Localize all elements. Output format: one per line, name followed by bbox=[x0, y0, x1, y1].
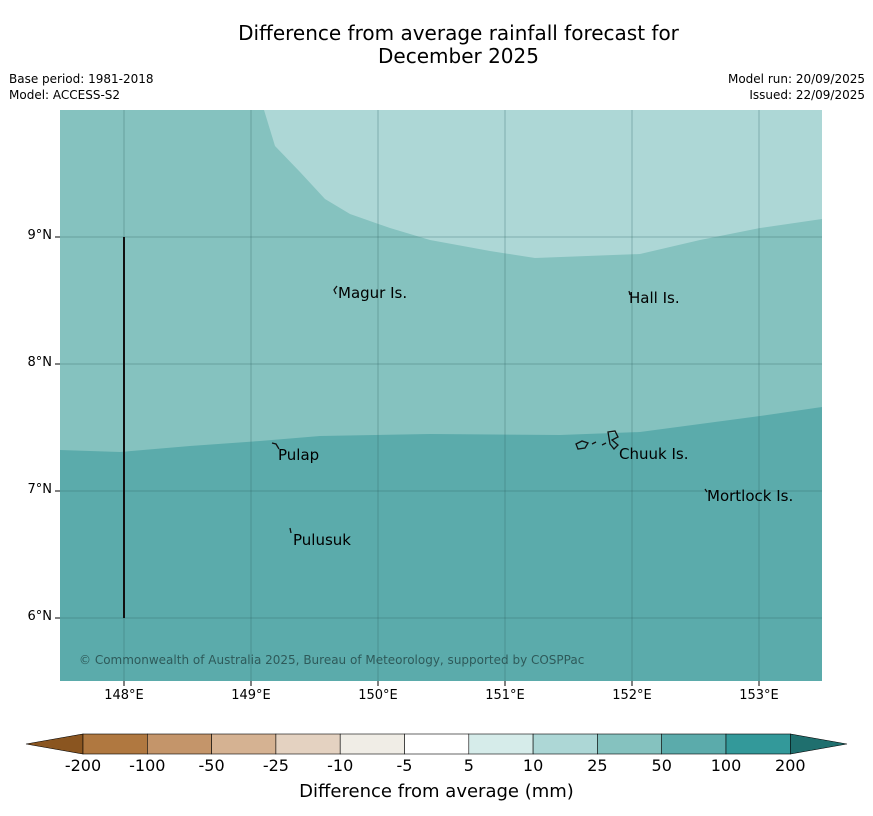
lat-label-9n: 9°N bbox=[27, 228, 53, 243]
colorbar bbox=[25, 733, 848, 755]
colorbar-tick-label: -25 bbox=[262, 756, 289, 775]
place-magur-is: Magur Is. bbox=[338, 284, 408, 302]
place-pulap: Pulap bbox=[278, 446, 320, 464]
lon-label-150: 150°E bbox=[358, 688, 398, 703]
island-outlines bbox=[271, 285, 708, 534]
lat-label-8n: 8°N bbox=[27, 355, 53, 370]
place-pulusuk: Pulusuk bbox=[293, 531, 351, 549]
colorbar-bin-4 bbox=[275, 733, 341, 755]
colorbar-tick-label: -200 bbox=[64, 756, 102, 775]
lat-label-7n: 7°N bbox=[27, 482, 53, 497]
colorbar-extend-high bbox=[789, 733, 848, 755]
base-period: Base period: 1981-2018 bbox=[9, 72, 154, 86]
colorbar-tick-label: -10 bbox=[327, 756, 354, 775]
colorbar-bin-10 bbox=[661, 733, 727, 755]
lon-label-149: 149°E bbox=[231, 688, 271, 703]
colorbar-bin-5 bbox=[339, 733, 405, 755]
model-name: Model: ACCESS-S2 bbox=[9, 88, 121, 102]
lon-label-151: 151°E bbox=[485, 688, 525, 703]
region-10-25 bbox=[264, 110, 822, 258]
colorbar-extend-low bbox=[25, 733, 84, 755]
colorbar-bin-7 bbox=[468, 733, 534, 755]
colorbar-tick-label: 10 bbox=[522, 756, 544, 775]
place-chuuk-is: Chuuk Is. bbox=[619, 445, 689, 463]
lat-label-6n: 6°N bbox=[27, 609, 53, 624]
lon-label-152: 152°E bbox=[612, 688, 652, 703]
map-title: Difference from average rainfall forecas… bbox=[0, 22, 873, 68]
copyright-notice: © Commonwealth of Australia 2025, Bureau… bbox=[79, 653, 585, 667]
colorbar-bin-3 bbox=[211, 733, 277, 755]
colorbar-tick-label: -5 bbox=[396, 756, 413, 775]
colorbar-tick-label: 200 bbox=[775, 756, 806, 775]
place-mortlock-is: Mortlock Is. bbox=[707, 487, 794, 505]
colorbar-tick-label: 25 bbox=[587, 756, 608, 775]
colorbar-bin-11 bbox=[725, 733, 791, 755]
place-hall-is: Hall Is. bbox=[629, 289, 680, 307]
colorbar-bin-9 bbox=[597, 733, 663, 755]
colorbar-bin-6 bbox=[404, 733, 470, 755]
lat-ticks bbox=[55, 236, 60, 619]
colorbar-bin-1 bbox=[82, 733, 148, 755]
colorbar-label: Difference from average (mm) bbox=[299, 781, 574, 802]
colorbar-bin-8 bbox=[532, 733, 598, 755]
graticule bbox=[60, 110, 822, 681]
colorbar-tick-label: -100 bbox=[129, 756, 166, 775]
lon-ticks bbox=[123, 681, 760, 686]
colorbar-tick-label: 5 bbox=[463, 756, 474, 775]
issued-date: Issued: 22/09/2025 bbox=[749, 88, 865, 102]
colorbar-tick-label: 50 bbox=[651, 756, 672, 775]
meta-left: Base period: 1981-2018 Model: ACCESS-S2 bbox=[9, 71, 154, 103]
model-run: Model run: 20/09/2025 bbox=[727, 72, 865, 86]
colorbar-bin-2 bbox=[147, 733, 212, 755]
meta-right: Model run: 20/09/2025 Issued: 22/09/2025 bbox=[728, 71, 865, 103]
colorbar-tick-label: -50 bbox=[198, 756, 225, 775]
lon-label-148: 148°E bbox=[104, 688, 144, 703]
title-line-1: Difference from average rainfall forecas… bbox=[238, 21, 679, 45]
title-line-2: December 2025 bbox=[378, 44, 539, 68]
colorbar-tick-label: 100 bbox=[710, 756, 742, 775]
lon-label-153: 153°E bbox=[739, 688, 779, 703]
